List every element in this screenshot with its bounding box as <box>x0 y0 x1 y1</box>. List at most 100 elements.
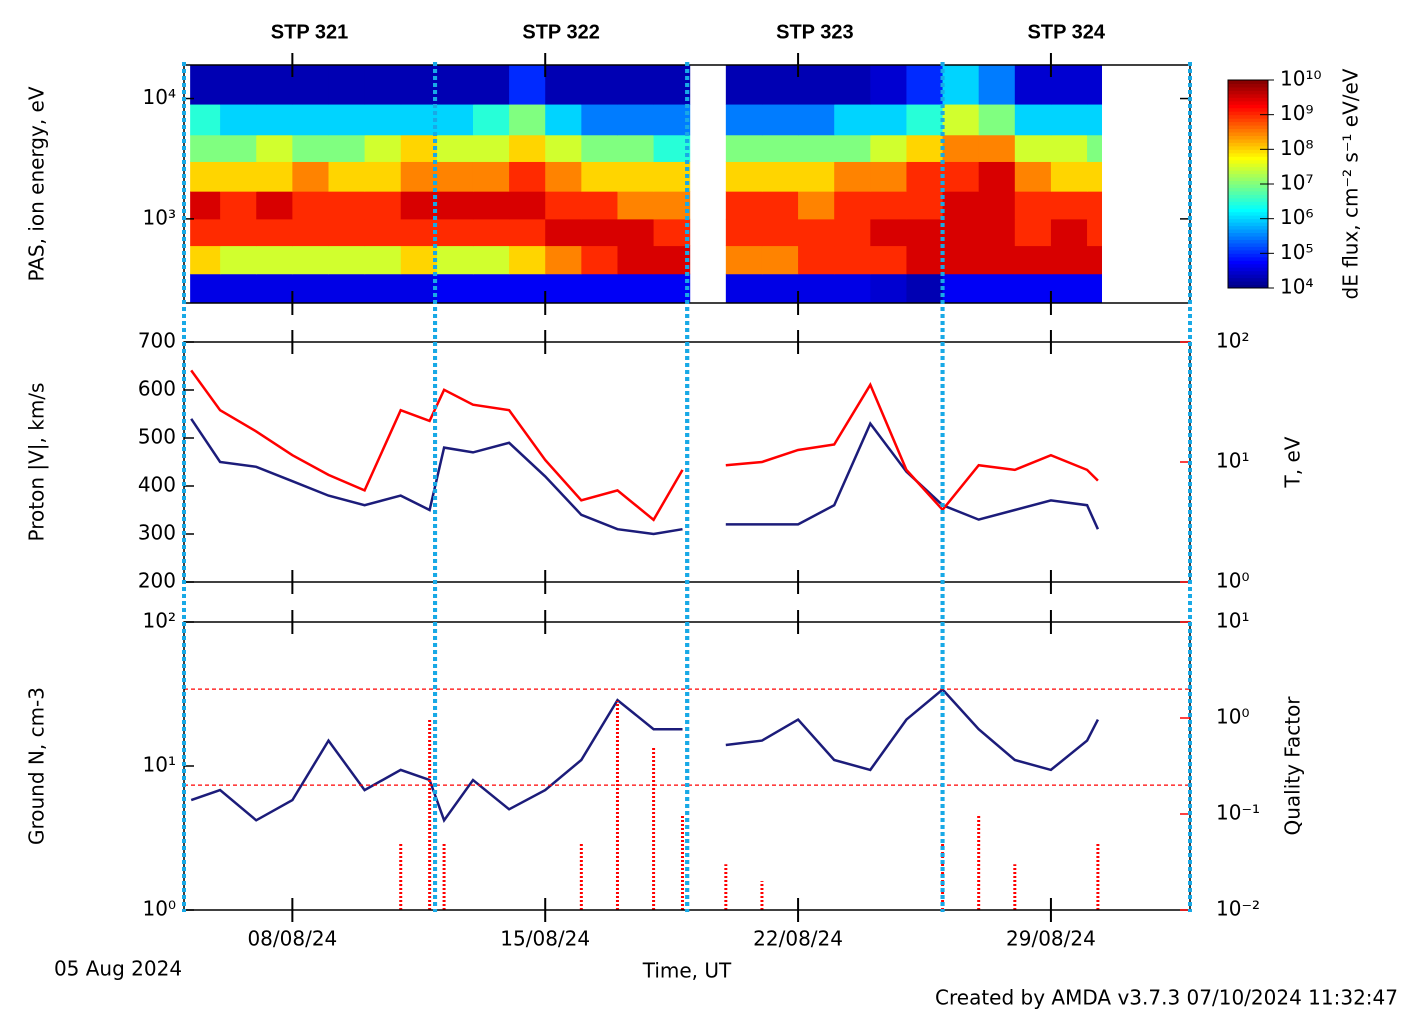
heatmap-cell <box>834 104 871 136</box>
heatmap-cell <box>364 218 402 247</box>
y-tick-label: 300 <box>138 521 176 545</box>
heatmap-cell <box>190 134 221 162</box>
colorbar-strip <box>1228 284 1268 289</box>
heatmap-cell <box>906 65 944 105</box>
colorbar-tick-label: 10⁵ <box>1280 240 1313 264</box>
heatmap-cell <box>942 218 980 247</box>
heatmap-cell <box>400 245 438 275</box>
y-tick-label: 700 <box>138 329 176 353</box>
colorbar-strip <box>1228 118 1268 123</box>
heatmap-cell <box>1014 104 1052 136</box>
heatmap-cell <box>834 273 871 304</box>
heatmap-cell <box>545 218 582 247</box>
heatmap-cell <box>653 104 691 136</box>
x-tick-label: 08/08/24 <box>247 927 337 951</box>
heatmap-cell <box>581 245 618 275</box>
colorbar-strip <box>1228 138 1268 143</box>
heatmap-cell <box>509 65 546 105</box>
heatmap-cell <box>581 134 618 162</box>
colorbar-strip <box>1228 256 1268 261</box>
heatmap-cell <box>978 65 1016 105</box>
heatmap-cell <box>834 134 871 162</box>
heatmap-cell <box>328 65 366 105</box>
heatmap-cell <box>256 273 293 304</box>
heatmap-cell <box>292 161 329 192</box>
colorbar-strip <box>1228 121 1268 126</box>
colorbar-strip <box>1228 222 1268 227</box>
heatmap-cell <box>1050 245 1088 275</box>
heatmap-cell <box>400 273 438 304</box>
x-start-label: 05 Aug 2024 <box>54 957 182 981</box>
colorbar-strip <box>1228 145 1268 150</box>
colorbar-strip <box>1228 239 1268 244</box>
heatmap-cell <box>190 104 221 136</box>
colorbar-strip <box>1228 163 1268 168</box>
colorbar-strip <box>1228 242 1268 247</box>
colorbar-strip <box>1228 215 1268 220</box>
heatmap-cell <box>978 161 1016 192</box>
heatmap-cell <box>328 191 366 220</box>
x-axis-label: Time, UT <box>642 959 732 983</box>
colorbar-tick-label: 10⁴ <box>1280 275 1313 299</box>
heatmap-cell <box>190 273 221 304</box>
colorbar-strip <box>1228 187 1268 192</box>
colorbar-strip <box>1228 236 1268 240</box>
heatmap-cell <box>798 65 835 105</box>
y2-tick-label: 10² <box>1216 329 1249 353</box>
heatmap-cell <box>1050 161 1088 192</box>
heatmap-cell <box>1087 273 1103 304</box>
heatmap-cell <box>256 161 293 192</box>
heatmap-cell <box>364 65 402 105</box>
colorbar-strip <box>1228 180 1268 185</box>
heatmap-cell <box>292 191 329 220</box>
panel: 10⁴ 10⁵ 10⁶ 10⁷ 10⁸ 10⁹ 10¹⁰ dE flux, cm⁻² s⁻¹ … <box>25 53 1363 315</box>
heatmap-cell <box>436 191 474 220</box>
heatmap-cell <box>798 191 835 220</box>
segment-label: STP 323 <box>776 21 853 43</box>
heatmap-cell <box>906 104 944 136</box>
heatmap-cell <box>364 191 402 220</box>
heatmap-cell <box>653 161 691 192</box>
y2-tick-label: 10¹ <box>1216 609 1249 633</box>
heatmap-cell <box>653 191 691 220</box>
heatmap-cell <box>617 218 655 247</box>
heatmap-cell <box>1087 191 1103 220</box>
heatmap-cell <box>190 245 221 275</box>
heatmap-cell <box>436 104 474 136</box>
footer: Created by AMDA v3.7.3 07/10/2024 11:32:… <box>935 986 1398 1010</box>
colorbar-tick-label: 10⁷ <box>1280 171 1313 195</box>
heatmap-cell <box>1014 65 1052 105</box>
heatmap-cell <box>617 191 655 220</box>
heatmap-cell <box>472 134 510 162</box>
heatmap-cell <box>509 273 546 304</box>
colorbar-tick-label: 10⁹ <box>1280 101 1313 125</box>
heatmap-cell <box>653 65 691 105</box>
colorbar-strip <box>1228 277 1268 282</box>
x-tick-label: 29/08/24 <box>1006 927 1096 951</box>
x-tick-label: 15/08/24 <box>500 927 590 951</box>
colorbar-strip <box>1228 225 1268 230</box>
heatmap-cell <box>545 104 582 136</box>
colorbar-strip <box>1228 90 1268 95</box>
heatmap-cell <box>220 161 257 192</box>
heatmap-cell <box>472 191 510 220</box>
heatmap-cell <box>220 65 257 105</box>
heatmap-cell <box>256 134 293 162</box>
heatmap-cell <box>256 104 293 136</box>
y2-tick-label: 10¹ <box>1216 449 1249 473</box>
y-tick-label: 200 <box>138 569 176 593</box>
heatmap-cell <box>725 134 763 162</box>
heatmap-cell <box>220 218 257 247</box>
heatmap-cell <box>1014 245 1052 275</box>
heatmap-cell <box>1050 134 1088 162</box>
heatmap-cell <box>364 273 402 304</box>
colorbar-strip <box>1228 80 1268 84</box>
heatmap-cell <box>798 134 835 162</box>
heatmap-cell <box>1087 104 1103 136</box>
heatmap-cell <box>761 218 799 247</box>
heatmap-cell <box>581 104 618 136</box>
heatmap-cell <box>870 65 907 105</box>
colorbar-strip <box>1228 197 1268 202</box>
heatmap-cell <box>906 218 944 247</box>
